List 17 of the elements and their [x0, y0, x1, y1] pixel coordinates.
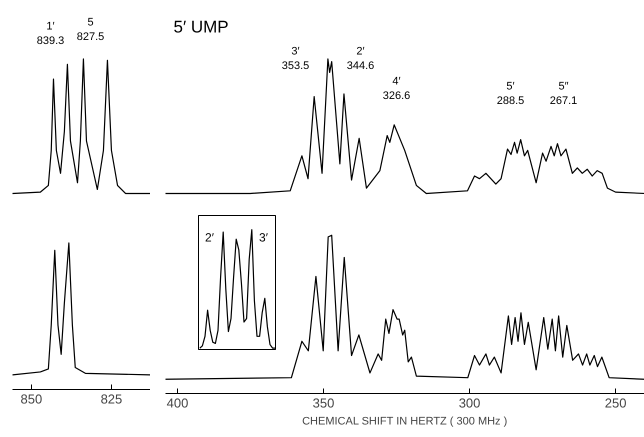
x-tick-label: 250: [604, 396, 626, 410]
annotation: 5″ 267.1: [550, 80, 578, 107]
x-tick-label: 850: [20, 392, 42, 406]
x-tick-label: 400: [166, 396, 188, 410]
annotation: 5′ 288.5: [496, 80, 524, 107]
annotation: 4′ 326.6: [382, 76, 410, 102]
annotation: 2′: [205, 230, 215, 244]
annotation: 3′ 353.5: [282, 46, 310, 72]
x-tick-label: 300: [458, 396, 480, 410]
x-axis-title: CHEMICAL SHIFT IN HERTZ ( 300 MHz ): [302, 416, 508, 428]
annotation: 3′: [259, 230, 269, 244]
text: 5 827.5: [76, 16, 104, 43]
annotation: 2′ 344.6: [346, 46, 374, 72]
chart-title: 5′ UMP: [174, 18, 229, 36]
x-tick-label: 350: [312, 396, 334, 410]
x-tick-label: 825: [100, 392, 122, 406]
text: 1′ 839.3: [36, 20, 64, 47]
